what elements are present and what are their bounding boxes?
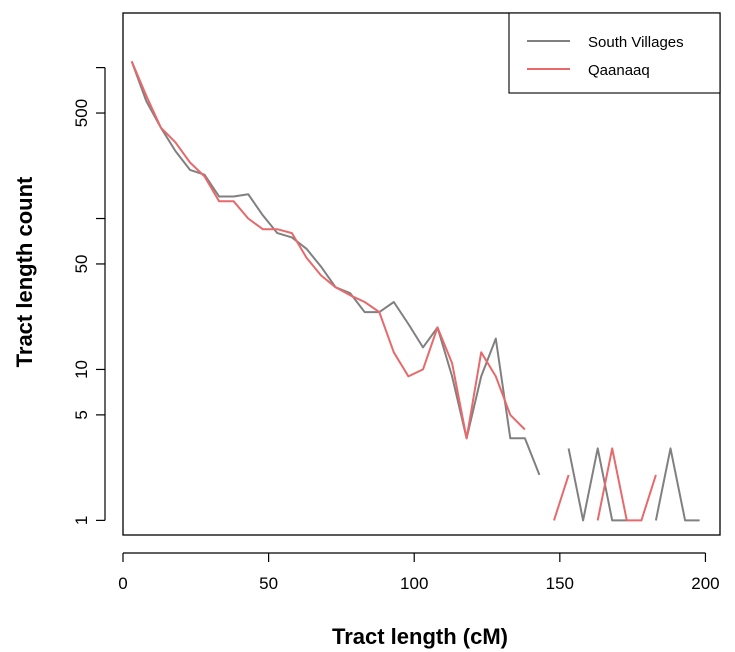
x-axis-title: Tract length (cM) — [332, 624, 508, 649]
y-axis: 1 5 10 50 500 — [72, 66, 106, 525]
y-tick-label: 10 — [72, 360, 91, 379]
legend-label-qaanaaq: Qaanaaq — [588, 62, 650, 79]
series-line-south-villages — [130, 60, 700, 522]
y-tick-label: 50 — [72, 254, 91, 273]
legend-box — [508, 12, 721, 94]
series-layer — [130, 60, 700, 522]
x-tick-label: 100 — [400, 574, 428, 593]
x-tick-label: 200 — [691, 574, 719, 593]
y-tick-label: 5 — [72, 410, 91, 419]
legend-label-south-villages: South Villages — [588, 34, 684, 51]
y-tick-label: 1 — [72, 516, 91, 525]
plot-frame — [122, 12, 721, 536]
y-tick-label: 500 — [72, 99, 91, 127]
x-tick-label: 150 — [546, 574, 574, 593]
y-axis-title: Tract length count — [12, 176, 37, 367]
series-line-qaanaaq — [130, 60, 657, 522]
x-axis: 0 50 100 150 200 — [118, 552, 720, 593]
legend: South Villages Qaanaaq — [508, 12, 721, 94]
x-tick-label: 50 — [259, 574, 278, 593]
x-tick-label: 0 — [118, 574, 127, 593]
